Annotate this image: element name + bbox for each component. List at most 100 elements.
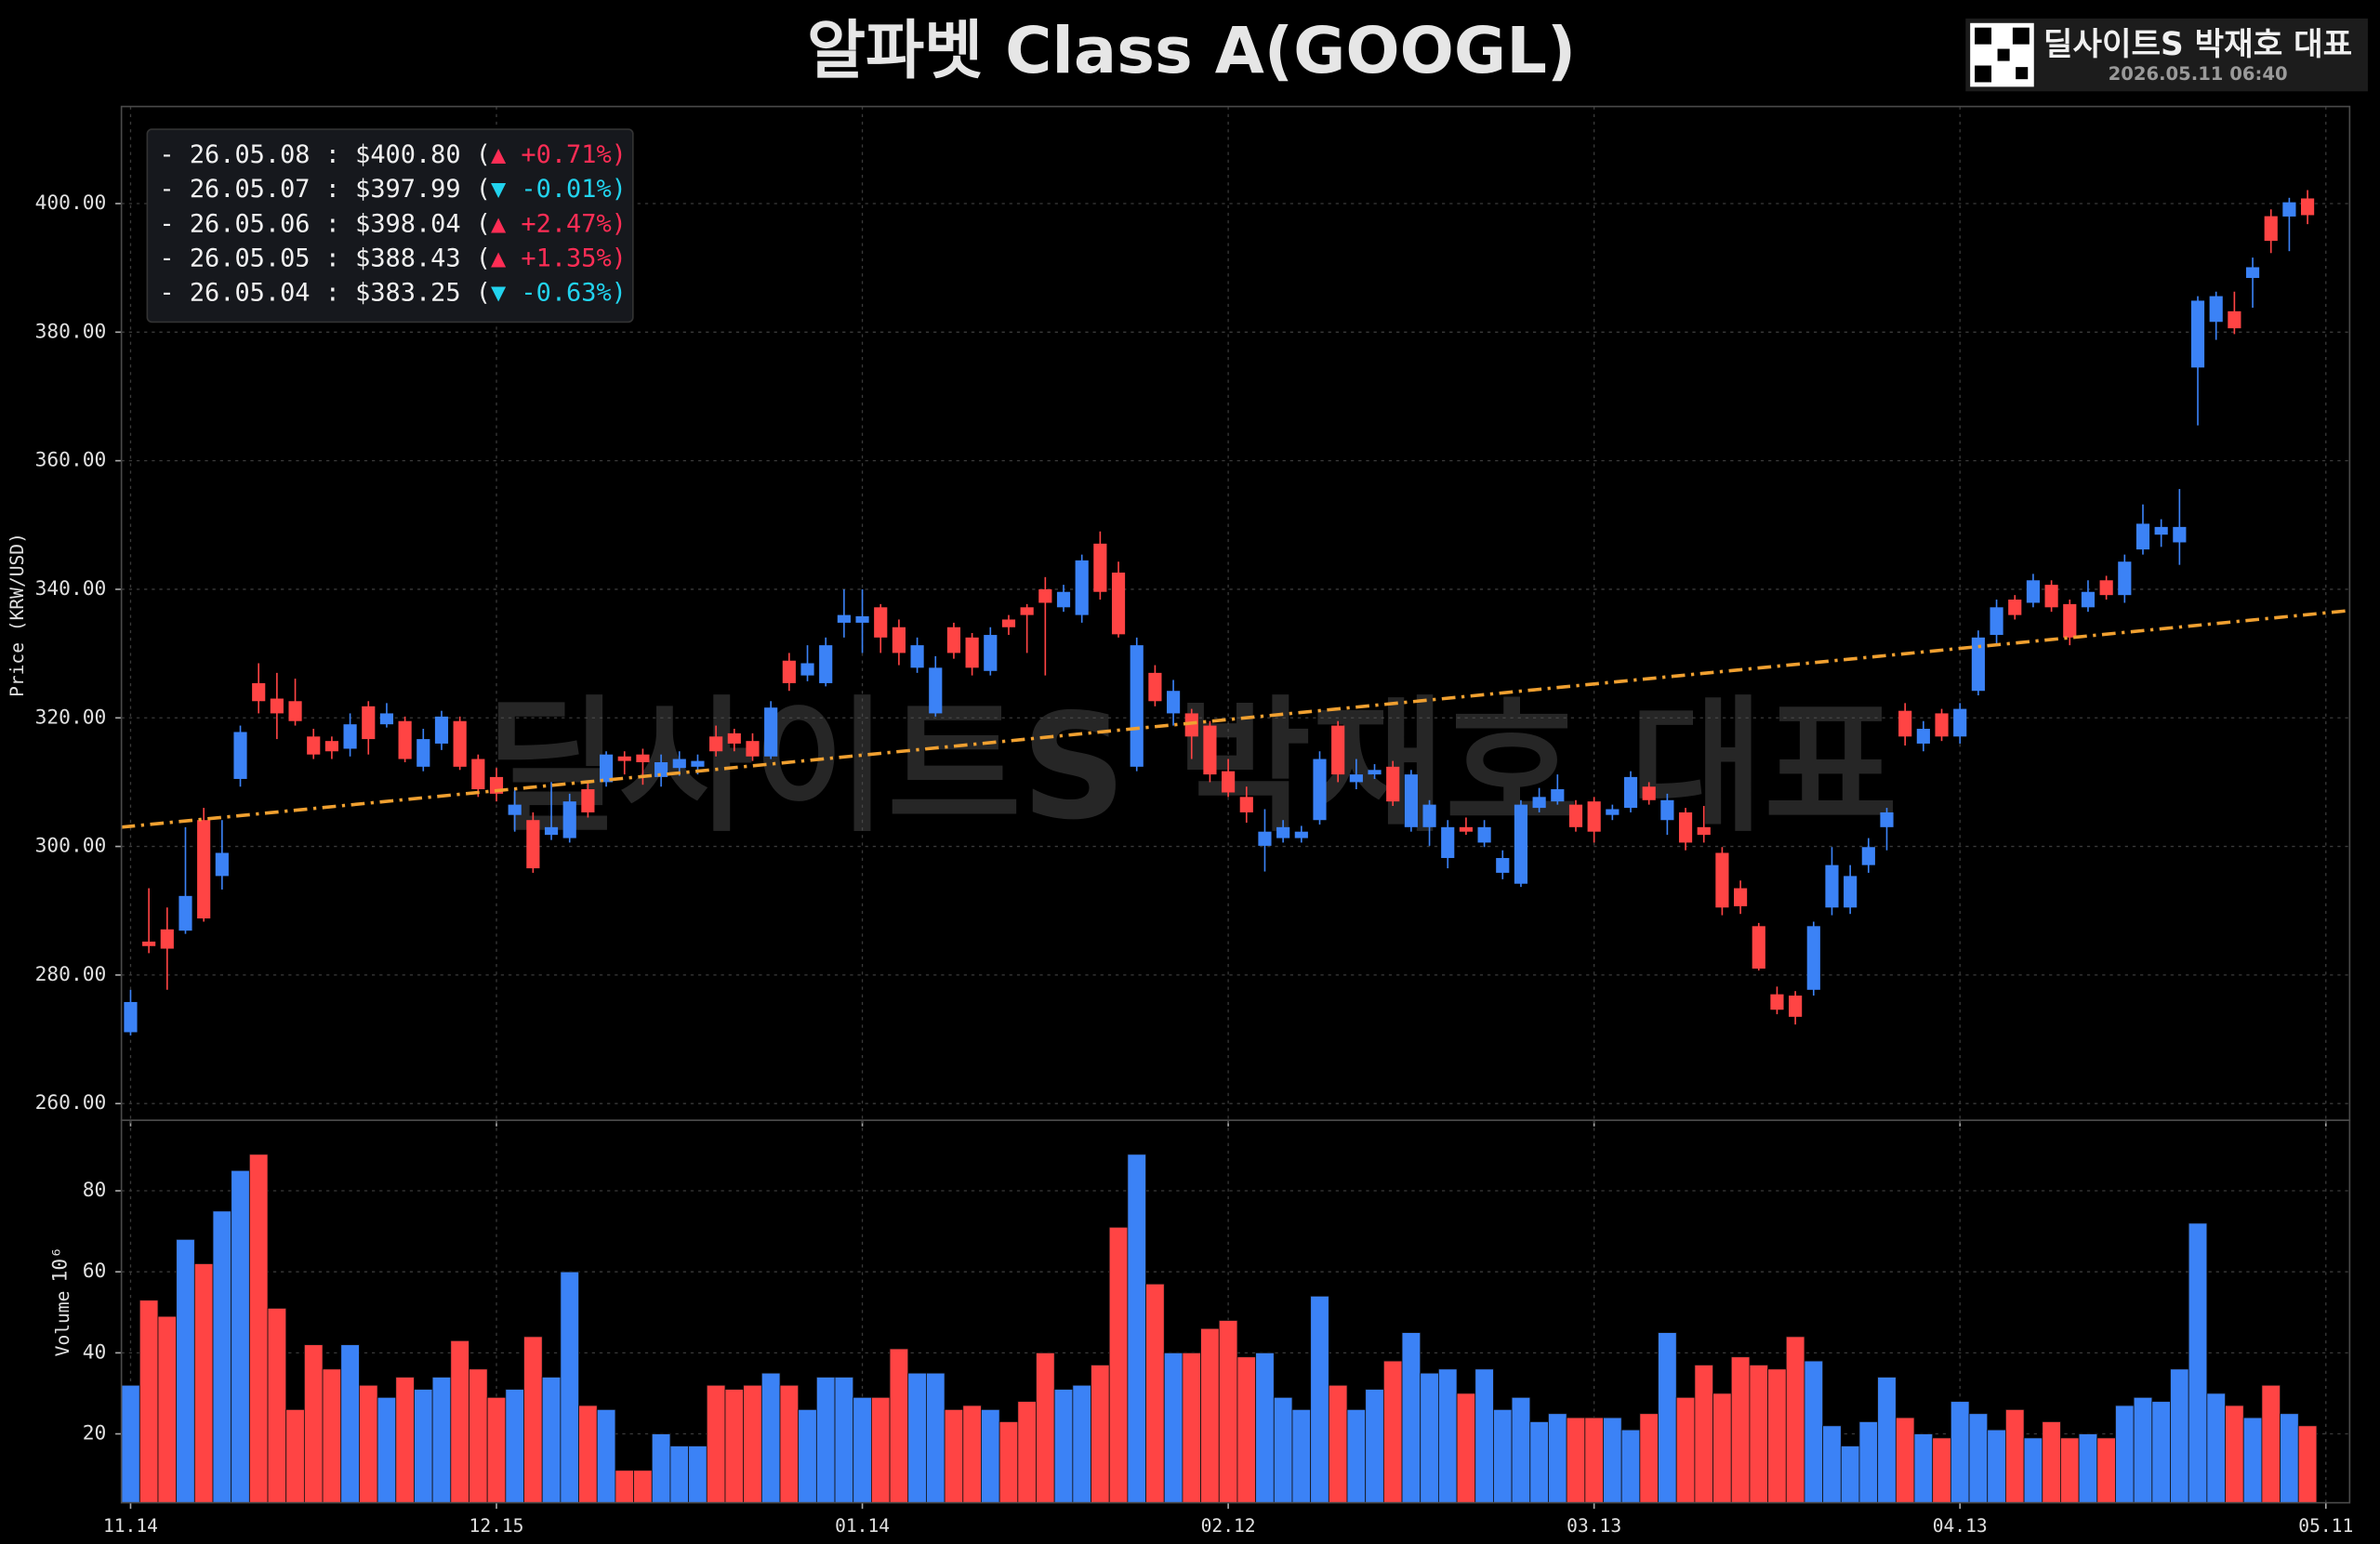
- y-tick-label: 360.00: [35, 449, 107, 472]
- candle-body: [1075, 560, 1089, 615]
- candle-body: [1514, 804, 1528, 884]
- candle-body: [252, 682, 266, 702]
- volume-bar: [1767, 1368, 1787, 1504]
- volume-bar: [1658, 1332, 1677, 1504]
- candle-body: [1623, 776, 1638, 809]
- volume-bar: [395, 1377, 415, 1504]
- candle-body: [1971, 637, 1985, 692]
- candle-body: [1184, 713, 1198, 737]
- legend-text: - 26.05.06 : $398.04 (: [159, 209, 491, 238]
- volume-bar: [944, 1408, 964, 1504]
- y-tick-label: 380.00: [35, 320, 107, 343]
- candle-body: [288, 701, 302, 721]
- volume-bar: [2078, 1433, 2098, 1504]
- chart-title: 알파벳 Class A(GOOGL): [807, 14, 1576, 88]
- candle-body: [1898, 710, 1912, 737]
- volume-bar: [981, 1408, 1000, 1504]
- volume-bar: [505, 1389, 524, 1504]
- candle-body: [1715, 852, 1729, 908]
- volume-bar: [1822, 1425, 1842, 1504]
- volume-bar: [1437, 1368, 1458, 1504]
- y-tick-label: 320.00: [35, 706, 107, 729]
- volume-bar: [1639, 1413, 1659, 1504]
- volume-bar: [1182, 1352, 1202, 1504]
- candle-body: [1587, 801, 1601, 832]
- volume-bar: [1840, 1445, 1860, 1504]
- legend-entry: - 26.05.06 : $398.04 (▲ +2.47%): [159, 209, 626, 238]
- volume-bar: [1200, 1327, 1220, 1504]
- volume-bar: [2115, 1405, 2135, 1504]
- legend-box: [146, 128, 634, 323]
- candle-body: [654, 761, 668, 777]
- volume-bar: [2023, 1437, 2043, 1504]
- volume-scale-label: 10⁶: [48, 1247, 72, 1282]
- volume-bar: [815, 1377, 836, 1504]
- volume-bar: [578, 1405, 598, 1504]
- volume-bar: [248, 1154, 269, 1504]
- volume-frame: [120, 1119, 2351, 1504]
- candle-body: [1990, 607, 2003, 636]
- volume-bar: [834, 1377, 854, 1504]
- volume-bar: [1017, 1401, 1037, 1504]
- volume-bar: [139, 1300, 159, 1504]
- volume-bar: [1091, 1365, 1110, 1504]
- volume-bar: [1712, 1392, 1732, 1504]
- candle-body: [362, 706, 376, 740]
- volume-bar: [926, 1372, 945, 1504]
- candle-body: [1166, 691, 1181, 714]
- candle-body: [1568, 804, 1583, 827]
- volume-tick-label: 80: [83, 1179, 107, 1202]
- volume-bar: [2261, 1384, 2281, 1504]
- qr-dot: [2016, 67, 2029, 80]
- volume-bar: [231, 1169, 250, 1504]
- legend-text: - 26.05.07 : $397.99 (: [159, 175, 491, 204]
- candle-body: [379, 713, 394, 725]
- candle-body: [453, 720, 467, 767]
- volume-bar: [870, 1396, 891, 1504]
- candle-body: [1770, 994, 1784, 1010]
- candle-body: [2190, 300, 2205, 368]
- legend-entry: - 26.05.04 : $383.25 (▼ -0.63%): [159, 278, 626, 307]
- volume-tick-label: 40: [83, 1340, 107, 1364]
- candle-body: [727, 732, 741, 744]
- candle-body: [782, 660, 796, 683]
- candle-body: [2081, 591, 2096, 608]
- candle-body: [2245, 267, 2260, 279]
- candle-body: [233, 732, 247, 779]
- volume-bar: [1236, 1356, 1257, 1504]
- volume-bar: [1273, 1396, 1293, 1504]
- candle-body: [1532, 797, 1546, 809]
- volume-bar: [1493, 1408, 1513, 1504]
- volume-bar: [1365, 1389, 1384, 1504]
- volume-bar: [486, 1396, 507, 1504]
- volume-bar: [669, 1445, 690, 1504]
- candle-body: [2228, 310, 2241, 329]
- candle-body: [1459, 826, 1474, 832]
- volume-bar: [267, 1308, 287, 1504]
- volume-bar: [596, 1408, 616, 1504]
- qr-finder: [1975, 65, 1992, 83]
- trend-line: [121, 608, 2350, 829]
- candle-body: [1825, 864, 1839, 908]
- volume-bar: [1346, 1408, 1367, 1504]
- candle-body: [1844, 876, 1858, 908]
- volume-bar: [2225, 1405, 2244, 1504]
- volume-bar: [1877, 1377, 1897, 1504]
- candle-body: [1916, 729, 1930, 744]
- candle-body: [2026, 580, 2041, 603]
- candle-body: [617, 756, 631, 761]
- legend-text: - 26.05.04 : $383.25 (: [159, 278, 491, 307]
- volume-bar: [1950, 1401, 1970, 1504]
- legend-change: ▲ +0.71%): [491, 139, 627, 168]
- volume-axis-label: Volume: [52, 1291, 73, 1357]
- candle-body: [691, 760, 705, 767]
- legend-change: ▲ +2.47%): [491, 209, 627, 238]
- badge: 딜사이트S 박재호 대표 2026.05.11 06:40: [1965, 18, 2368, 92]
- candle-body: [946, 627, 961, 653]
- volume-bar: [1694, 1365, 1713, 1504]
- volume-bar: [1913, 1433, 1934, 1504]
- candle-body: [1752, 926, 1765, 969]
- candle-body: [2044, 585, 2058, 608]
